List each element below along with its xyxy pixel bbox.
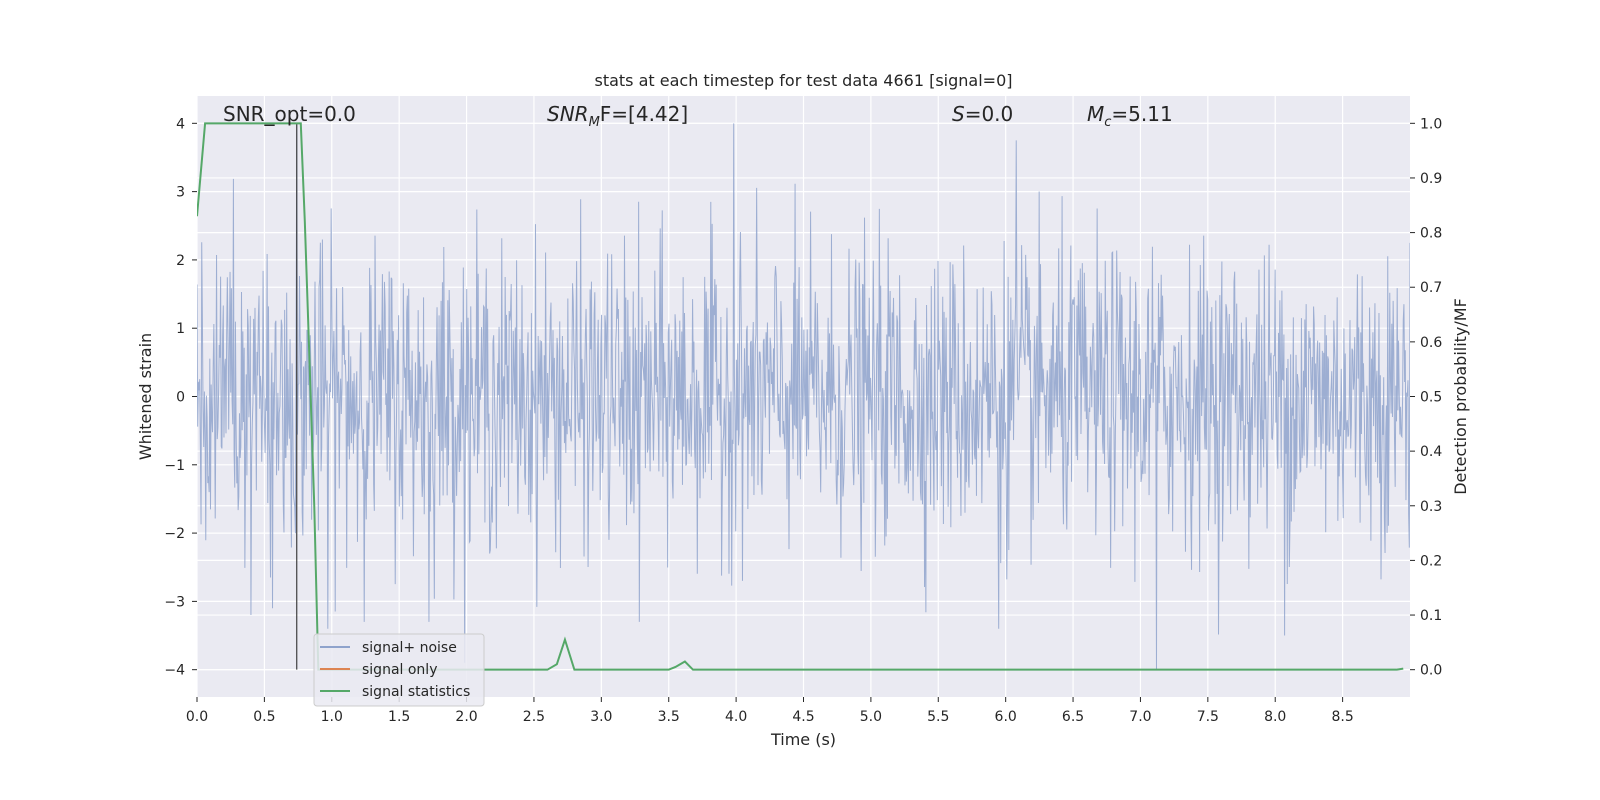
x-tick-label: 8.0 xyxy=(1264,709,1286,725)
y-right-tick-label: 0.0 xyxy=(1420,663,1442,679)
y-left-tick-label: 1 xyxy=(176,321,185,337)
series-signal-noise-line xyxy=(197,123,1410,670)
y-right-tick-label: 0.9 xyxy=(1420,171,1442,187)
y-left-tick-label: −4 xyxy=(164,663,185,679)
chart-title: stats at each timestep for test data 466… xyxy=(594,71,1012,90)
y-left-tick-label: −2 xyxy=(164,526,185,542)
y-right-tick-label: 0.8 xyxy=(1420,226,1442,242)
x-tick-label: 1.0 xyxy=(321,709,343,725)
x-tick-label: 3.0 xyxy=(590,709,612,725)
x-tick-label: 2.0 xyxy=(455,709,477,725)
legend: signal+ noise signal only signal statistic… xyxy=(313,633,485,707)
annotation-mc: Mc=5.11 xyxy=(1087,102,1173,130)
x-tick-label: 6.5 xyxy=(1062,709,1084,725)
mc-variable: M xyxy=(1087,102,1104,126)
s-variable: S xyxy=(952,102,965,126)
mc-value: =5.11 xyxy=(1111,102,1172,126)
snr-mf-base: SNR xyxy=(547,102,589,126)
y-left-tick-label: −3 xyxy=(164,594,185,610)
annotation-snr-mf: SNRMF=[4.42] xyxy=(547,102,688,130)
x-tick-label: 0.5 xyxy=(253,709,275,725)
series-signal-statistics-line xyxy=(197,122,1404,671)
legend-box xyxy=(313,633,485,707)
x-tick-label: 5.5 xyxy=(927,709,949,725)
y-right-tick-label: 0.3 xyxy=(1420,499,1442,515)
mc-subscript: c xyxy=(1104,115,1111,130)
y-axis-right-label: Detection probability/MF xyxy=(1451,298,1470,495)
y-right-tick-label: 0.1 xyxy=(1420,608,1442,624)
x-tick-label: 3.5 xyxy=(658,709,680,725)
y-left-tick-label: 0 xyxy=(176,390,185,406)
snr-mf-subscript: M xyxy=(589,115,600,130)
x-tick-label: 2.5 xyxy=(523,709,545,725)
series-layer xyxy=(197,122,1410,671)
y-right-tick-label: 0.7 xyxy=(1420,280,1442,296)
annotation-snr-opt: SNR_opt=0.0 xyxy=(223,102,356,126)
legend-label: signal statistics xyxy=(362,684,470,700)
x-tick-label: 6.0 xyxy=(995,709,1017,725)
x-tick-label: 4.5 xyxy=(792,709,814,725)
x-axis-label: Time (s) xyxy=(770,730,836,749)
axes-layer: 0.0 0.5 1.0 1.5 2.0 2.5 3.0 3.5 4.0 4.5 5.0 5.5 6.0 6… xyxy=(164,116,1442,725)
x-tick-label: 7.5 xyxy=(1197,709,1219,725)
x-tick-label: 0.0 xyxy=(186,709,208,725)
x-tick-label: 1.5 xyxy=(388,709,410,725)
annotation-s: S=0.0 xyxy=(952,102,1013,126)
x-tick-label: 7.0 xyxy=(1129,709,1151,725)
y-axis-left-label: Whitened strain xyxy=(136,333,155,460)
x-tick-label: 4.0 xyxy=(725,709,747,725)
y-right-tick-label: 0.2 xyxy=(1420,553,1442,569)
legend-label: signal+ noise xyxy=(362,640,457,656)
y-right-tick-label: 0.4 xyxy=(1420,444,1442,460)
s-value: =0.0 xyxy=(965,102,1014,126)
y-left-tick-label: 3 xyxy=(176,185,185,201)
x-tick-label: 5.0 xyxy=(860,709,882,725)
y-right-tick-label: 0.5 xyxy=(1420,390,1442,406)
legend-label: signal only xyxy=(362,662,437,678)
y-right-tick-label: 0.6 xyxy=(1420,335,1442,351)
y-left-tick-label: 4 xyxy=(176,116,185,132)
y-left-tick-label: 2 xyxy=(176,253,185,269)
y-left-tick-label: −1 xyxy=(164,458,185,474)
snr-mf-rest: F=[4.42] xyxy=(600,102,688,126)
x-tick-label: 8.5 xyxy=(1331,709,1353,725)
y-right-tick-label: 1.0 xyxy=(1420,116,1442,132)
